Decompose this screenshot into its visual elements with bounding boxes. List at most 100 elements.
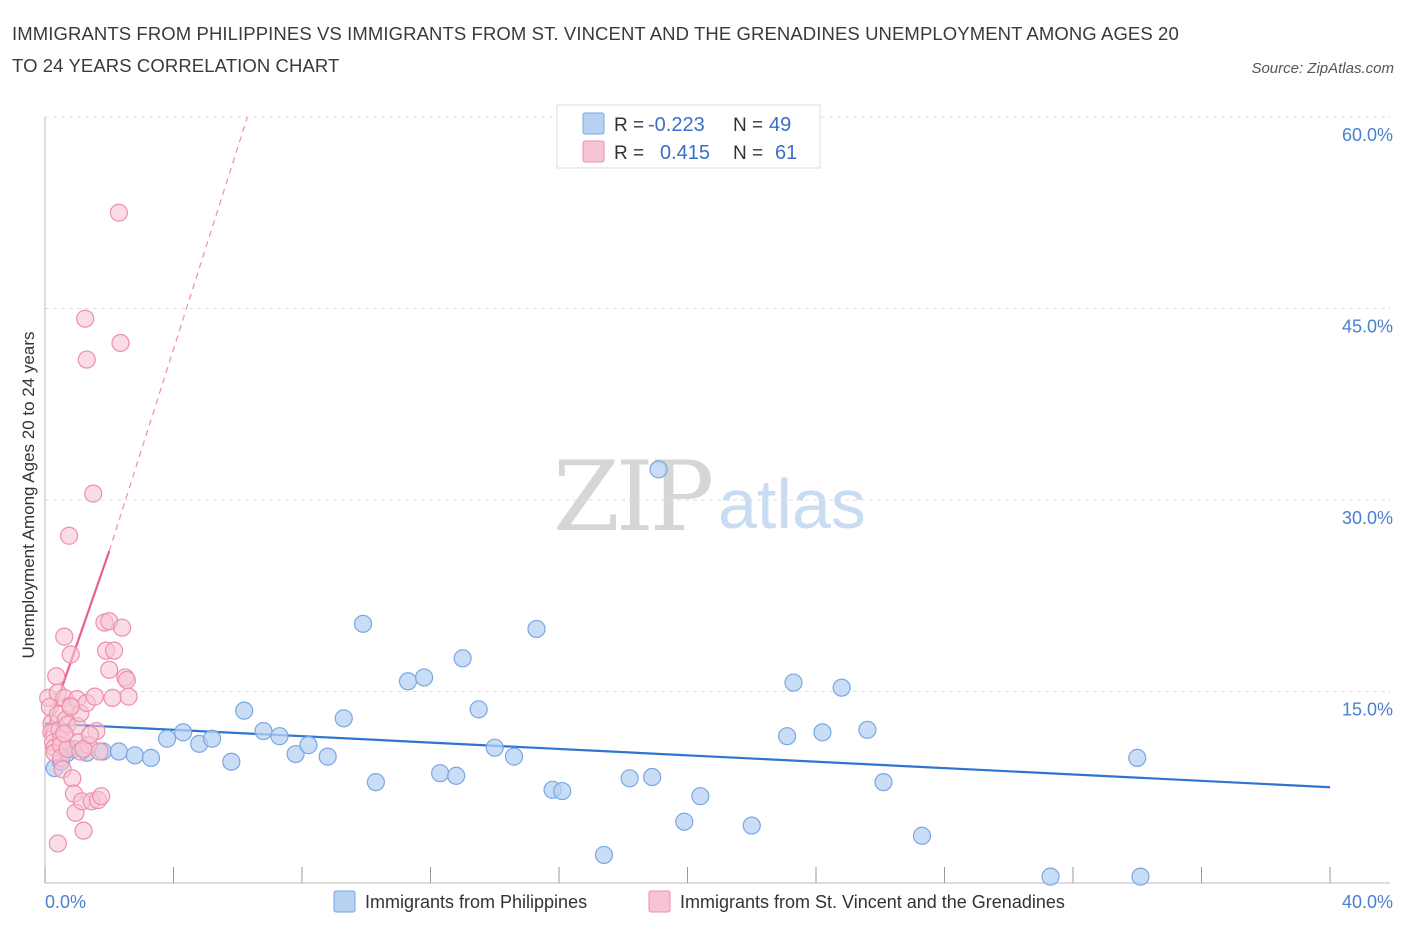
legend-n-label-2: N = <box>733 143 763 164</box>
point-philippines <box>675 812 694 831</box>
point-philippines <box>742 816 761 835</box>
point-st-vincent <box>61 697 80 716</box>
point-st-vincent <box>109 203 128 222</box>
point-st-vincent <box>119 687 138 706</box>
point-st-vincent <box>55 724 74 743</box>
legend-r-value-2: 0.415 <box>660 142 710 164</box>
point-philippines <box>832 678 851 697</box>
point-philippines <box>453 649 472 668</box>
point-philippines <box>874 773 893 792</box>
point-st-vincent <box>111 333 130 353</box>
point-st-vincent <box>100 660 119 679</box>
point-philippines <box>777 727 797 746</box>
point-philippines <box>254 721 273 741</box>
bottom-legend-swatch-st-vincent <box>648 890 671 913</box>
point-philippines <box>447 766 466 785</box>
source-note: Source: ZipAtlas.com <box>1251 60 1394 77</box>
y-axis-title: Unemployment Among Ages 20 to 24 years <box>19 332 38 659</box>
point-philippines <box>527 619 546 639</box>
point-philippines <box>109 742 128 761</box>
grid-lines <box>45 116 1390 692</box>
point-philippines <box>858 720 877 739</box>
point-st-vincent <box>117 670 137 690</box>
point-st-vincent <box>90 742 109 761</box>
x-tick-label-min: 0.0% <box>45 892 86 912</box>
point-philippines <box>594 845 614 865</box>
point-philippines <box>125 746 145 765</box>
legend-r-label-2: R = <box>614 143 644 164</box>
point-philippines <box>353 614 373 633</box>
watermark-zip: ZIP <box>553 441 712 553</box>
point-philippines <box>620 769 639 788</box>
point-philippines <box>912 826 932 845</box>
point-st-vincent <box>63 769 82 788</box>
x-tick-label-max: 40.0% <box>1342 892 1393 912</box>
point-st-vincent <box>112 618 132 637</box>
trend-line-st-vincent-extrapolated <box>108 116 248 552</box>
point-st-vincent <box>59 526 79 545</box>
legend-n-value-1: 49 <box>769 114 791 136</box>
point-philippines <box>431 764 450 783</box>
point-st-vincent <box>77 350 96 369</box>
point-philippines <box>270 727 289 746</box>
point-philippines <box>202 729 222 748</box>
point-philippines <box>235 701 254 720</box>
point-philippines <box>553 781 572 801</box>
point-philippines <box>366 773 385 792</box>
point-st-vincent <box>80 725 100 745</box>
point-philippines <box>813 723 832 742</box>
series-legend: Immigrants from Philippines Immigrants f… <box>333 890 1065 913</box>
point-st-vincent <box>48 834 67 853</box>
point-st-vincent <box>103 688 122 707</box>
legend-n-label-1: N = <box>733 115 763 136</box>
point-st-vincent <box>61 645 80 664</box>
point-st-vincent <box>92 787 111 806</box>
point-st-vincent <box>55 627 74 646</box>
y-tick-label: 60.0% <box>1342 125 1393 145</box>
point-philippines <box>485 738 504 757</box>
bottom-legend-label-st-vincent: Immigrants from St. Vincent and the Gren… <box>680 892 1065 912</box>
point-philippines <box>469 700 488 719</box>
point-st-vincent <box>85 687 104 706</box>
point-philippines <box>1128 748 1147 767</box>
point-philippines <box>504 747 524 766</box>
data-points <box>39 203 1150 886</box>
point-philippines <box>649 460 668 479</box>
chart-title: IMMIGRANTS FROM PHILIPPINES VS IMMIGRANT… <box>12 23 1179 76</box>
legend-n-value-2: 61 <box>775 142 797 164</box>
point-philippines <box>318 747 337 766</box>
bottom-legend-label-philippines: Immigrants from Philippines <box>365 892 587 912</box>
point-philippines <box>157 729 177 748</box>
bottom-legend-swatch-philippines <box>333 890 356 913</box>
point-philippines <box>286 744 305 764</box>
tick-labels: 15.0% 30.0% 45.0% 60.0% 0.0% 40.0% <box>45 125 1393 912</box>
legend-r-label-1: R = <box>614 115 644 136</box>
y-tick-label: 30.0% <box>1342 508 1393 528</box>
watermark-atlas: atlas <box>718 465 866 543</box>
legend-r-value-1: -0.223 <box>648 114 705 136</box>
point-philippines <box>691 787 710 806</box>
axes <box>44 117 1390 884</box>
point-philippines <box>334 709 353 728</box>
correlation-legend: R = -0.223 N = 49 R = 0.415 N = 61 <box>556 104 821 169</box>
legend-swatch-philippines <box>582 112 605 135</box>
point-st-vincent <box>84 484 103 503</box>
point-st-vincent <box>76 309 95 328</box>
point-philippines <box>398 672 418 691</box>
point-st-vincent <box>47 667 66 686</box>
point-philippines <box>643 767 662 787</box>
point-st-vincent <box>104 641 124 660</box>
y-tick-label: 15.0% <box>1342 700 1393 720</box>
point-st-vincent <box>74 821 93 840</box>
point-philippines <box>141 748 161 767</box>
point-philippines <box>299 736 318 755</box>
point-philippines <box>784 673 803 692</box>
point-philippines <box>222 752 241 771</box>
point-philippines <box>1131 867 1150 886</box>
legend-swatch-st-vincent <box>582 140 605 163</box>
point-philippines <box>1041 867 1060 886</box>
point-philippines <box>174 723 193 742</box>
y-tick-label: 45.0% <box>1342 317 1393 337</box>
point-philippines <box>414 668 434 687</box>
